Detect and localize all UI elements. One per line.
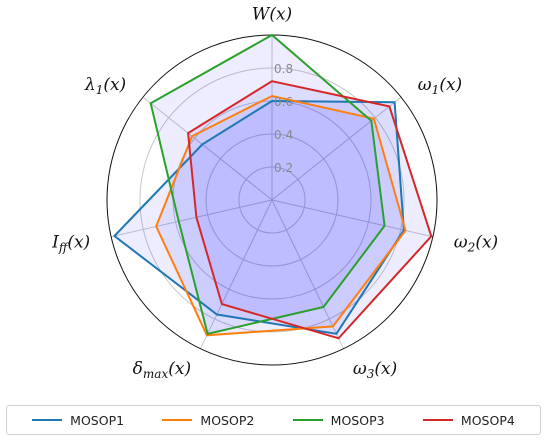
legend-swatch-mosop2 [162, 419, 193, 421]
legend-item-mosop1: MOSOP1 [32, 413, 124, 428]
series-line-mosop2 [155, 94, 407, 337]
grid-spoke-6 [111, 199, 273, 238]
rtick-label-2: 0.4 [274, 128, 293, 142]
legend-swatch-mosop3 [292, 419, 323, 421]
axis-label-5: δmax(x) [133, 359, 191, 381]
legend-item-mosop3: MOSOP3 [292, 412, 385, 428]
radar-chart: 0.2 0.4 0.6 0.8 W(x) ω1(x) ω2(x) ω3(x) δmax(x) I… [51, 5, 498, 381]
legend-item-mosop2: MOSOP2 [162, 413, 254, 428]
series-lines [112, 33, 433, 340]
grid-spoke-2 [271, 96, 402, 201]
series-line-mosop1 [112, 99, 405, 335]
grid-spoke-4 [271, 199, 345, 349]
radial-tick-labels: 0.2 0.4 0.6 0.8 [274, 62, 293, 175]
legend-label-mosop4: MOSOP4 [460, 412, 515, 428]
series-fill-mosop1 [114, 101, 404, 334]
axis-label-7: λ1(x) [84, 75, 126, 97]
rtick-label-3: 0.6 [274, 95, 293, 109]
grid-spoke-7 [142, 96, 273, 201]
series-area-fill [114, 35, 432, 339]
legend: MOSOP1 MOSOP2 MOSOP3 MOSOP4 [6, 405, 541, 435]
legend-swatch-mosop1 [32, 419, 63, 421]
grid-spoke-5 [199, 199, 273, 349]
series-line-mosop3 [149, 33, 386, 335]
legend-label-mosop2: MOSOP2 [200, 412, 255, 428]
series-line-mosop4 [187, 80, 433, 340]
series-fill-mosop2 [156, 96, 406, 336]
legend-label-mosop3: MOSOP3 [330, 412, 385, 428]
axis-label-4: ω3(x) [353, 359, 397, 381]
axis-label-3: ω2(x) [454, 233, 498, 255]
legend-item-mosop4: MOSOP4 [422, 412, 515, 428]
rtick-label-1: 0.2 [274, 161, 293, 175]
series-fill-mosop4 [188, 81, 432, 339]
rtick-label-4: 0.8 [274, 62, 293, 76]
legend-label-mosop1: MOSOP1 [70, 412, 125, 428]
axis-label-2: ω1(x) [418, 75, 462, 97]
axis-label-6: Iff(x) [51, 233, 90, 255]
legend-swatch-mosop4 [422, 419, 453, 421]
axis-label-1: W(x) [252, 5, 292, 25]
axis-labels: W(x) ω1(x) ω2(x) ω3(x) δmax(x) Iff(x) λ1(x) [51, 5, 498, 381]
